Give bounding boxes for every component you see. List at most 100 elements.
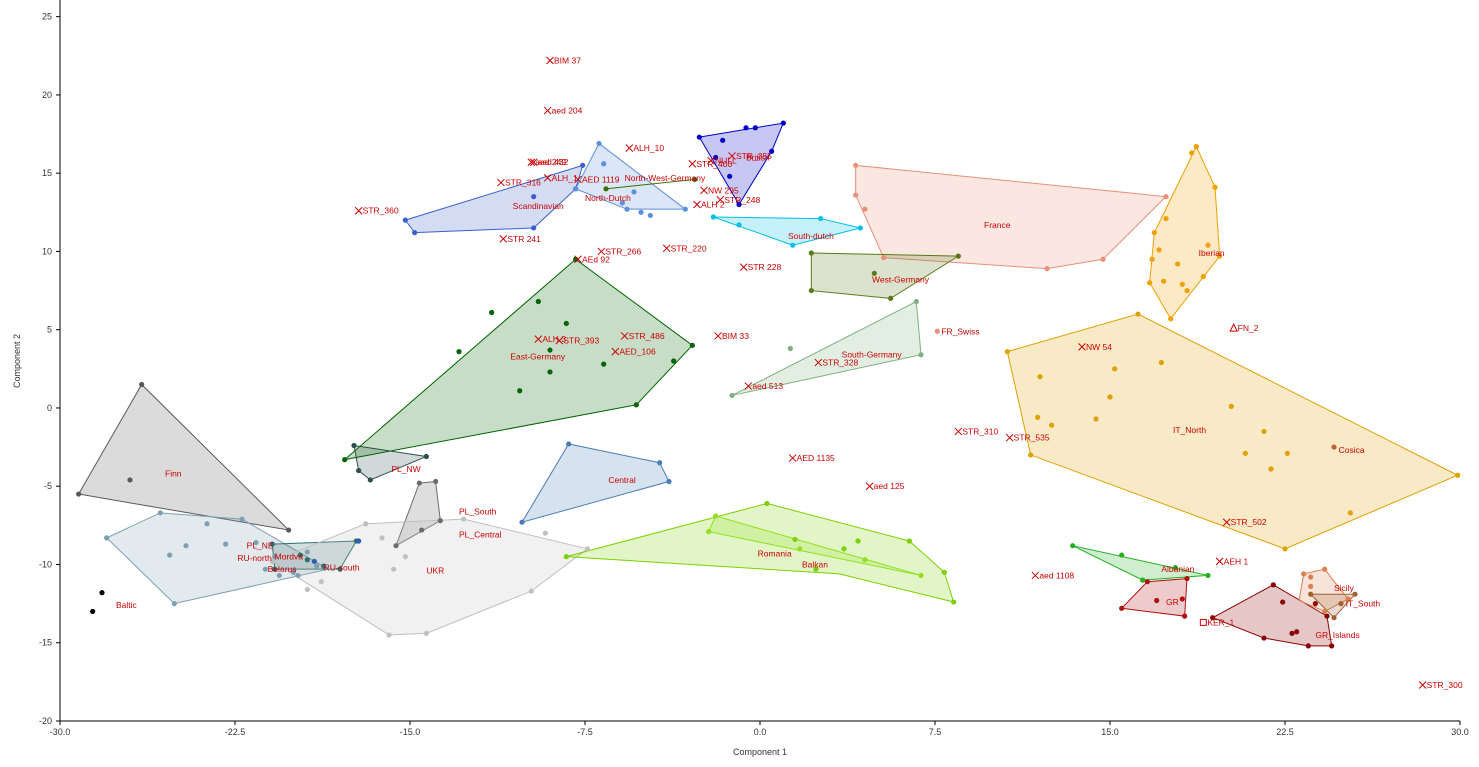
point-british — [696, 134, 702, 140]
point-balkan — [706, 529, 712, 535]
sample-aed-1108-label: aed 1108 — [1039, 570, 1074, 580]
x-axis-ticks: -30.0 -22.5 -15.0 -7.5 0.0 7.5 15.0 22.5 30.0 — [50, 721, 1469, 737]
point-scandinavian — [531, 194, 537, 200]
sample-fr-swiss-marker — [934, 328, 940, 334]
sample-str-316-label: STR_316 — [505, 178, 541, 188]
group-label-central: Central — [608, 475, 636, 485]
hull-france — [855, 164, 1168, 270]
sample-ker-1-marker — [1199, 618, 1207, 626]
y-axis-ticks: -20 -15 -10 -5 0 5 10 15 20 25 — [39, 12, 60, 726]
point-south-dutch — [818, 215, 824, 222]
sample-aed-125-label: aed 125 — [874, 481, 905, 491]
point-france — [853, 192, 859, 198]
point-pl-ne — [157, 510, 163, 516]
point-north-dutch — [601, 161, 607, 167]
point-east-germany — [535, 298, 541, 305]
point-iberian — [1151, 230, 1157, 236]
point-north-west-germany — [603, 186, 609, 192]
point-north-dutch — [638, 209, 644, 215]
sample-null-marker — [707, 156, 715, 165]
point-gr-islands — [1305, 643, 1311, 649]
point-it-south — [1308, 591, 1314, 597]
group-label-romania: Romania — [758, 549, 792, 559]
point-gr — [1119, 605, 1125, 611]
point-ru-south — [311, 558, 317, 564]
sample-str-241-label: STR 241 — [507, 234, 541, 244]
point-pl-central — [419, 527, 425, 533]
point-north-dutch — [596, 140, 602, 147]
group-label-pl-central: PL_Central — [459, 530, 502, 540]
point-it-north — [1093, 416, 1099, 422]
point-ukr — [584, 546, 590, 552]
point-east-germany — [601, 361, 607, 367]
point-west-germany — [888, 295, 894, 301]
point-pl-south — [433, 478, 439, 485]
group-label-finn: Finn — [165, 469, 182, 479]
sample-str-241-marker — [499, 235, 508, 243]
point-gr-islands — [1280, 599, 1286, 605]
sample-aed-1119-label: AED 1119 — [582, 174, 620, 184]
sample-str-502-label: STR_502 — [1231, 517, 1267, 527]
point-it-north — [1455, 472, 1461, 478]
point-pl-ne — [304, 549, 310, 555]
hull-iberian — [1149, 145, 1221, 320]
point-france — [1100, 256, 1106, 262]
group-label-sicily: Sicily — [1334, 583, 1355, 593]
hull-south-germany — [731, 300, 922, 396]
point-pl-ne — [290, 569, 296, 575]
point-pl-nw — [367, 477, 373, 483]
point-ukr — [528, 588, 534, 594]
hull-sicily — [1298, 568, 1349, 612]
point-ukr — [304, 586, 310, 593]
group-label-pl-south: PL_South — [459, 506, 497, 516]
data-points — [76, 56, 1461, 689]
hull-balkan — [707, 515, 922, 576]
sample-str-266-marker — [597, 247, 606, 256]
sample-str-228-marker — [739, 263, 748, 271]
sample-nw-54-marker — [1078, 343, 1086, 351]
point-west-germany — [955, 253, 961, 259]
point-british — [743, 125, 749, 131]
y-tick-label: 5 — [47, 325, 52, 335]
group-label-south-germany: South-Germany — [842, 350, 903, 360]
sample-aed-513-marker — [744, 382, 753, 390]
point-romania — [841, 546, 847, 552]
point-gr-islands — [1261, 635, 1267, 641]
sample-str-360-label: STR_360 — [363, 206, 399, 216]
point-south-dutch — [790, 242, 796, 248]
y-tick-label: 25 — [42, 12, 52, 22]
x-tick-label: 7.5 — [929, 727, 942, 737]
point-ukr — [542, 530, 548, 536]
point-finn — [76, 491, 82, 497]
point-albanian — [1070, 543, 1076, 549]
group-label-ukr: UKR — [426, 566, 444, 576]
point-iberian — [1175, 261, 1181, 267]
point-it-north — [1282, 546, 1288, 552]
sample-ker-1-label: KER_1 — [1207, 617, 1234, 627]
point-east-germany — [633, 402, 639, 408]
point-france — [853, 162, 859, 168]
point-it-north — [1158, 359, 1164, 366]
point-pl-south — [416, 480, 422, 486]
point-iberian — [1163, 215, 1169, 222]
point-it-south — [1338, 601, 1344, 607]
point-it-north — [1261, 428, 1267, 435]
point-pl-ne — [276, 572, 282, 579]
point-mordva — [321, 563, 327, 569]
point-romania — [764, 500, 770, 507]
point-it-north — [1035, 414, 1041, 420]
group-label-gr: GR — [1166, 597, 1179, 607]
point-labels: Finn PL_NW PL_South PL_Central Baltic PL_NE RU… — [116, 55, 1463, 690]
point-sicily — [1308, 574, 1314, 580]
group-hulls — [77, 122, 1459, 647]
point-romania — [792, 536, 798, 543]
sample-str-328-marker — [814, 358, 823, 367]
sample-str-310-label: STR_310 — [962, 426, 998, 436]
sample-alh-2-marker — [693, 200, 701, 209]
sample-alh-10-label: ALH_10 — [633, 143, 664, 153]
group-label-ru-south: RU-south — [324, 563, 360, 573]
point-mordva — [304, 557, 310, 563]
point-gr-islands — [1210, 615, 1216, 621]
sample-alh-1-label: ALH_1 — [552, 173, 578, 183]
point-it-north — [1242, 450, 1248, 456]
